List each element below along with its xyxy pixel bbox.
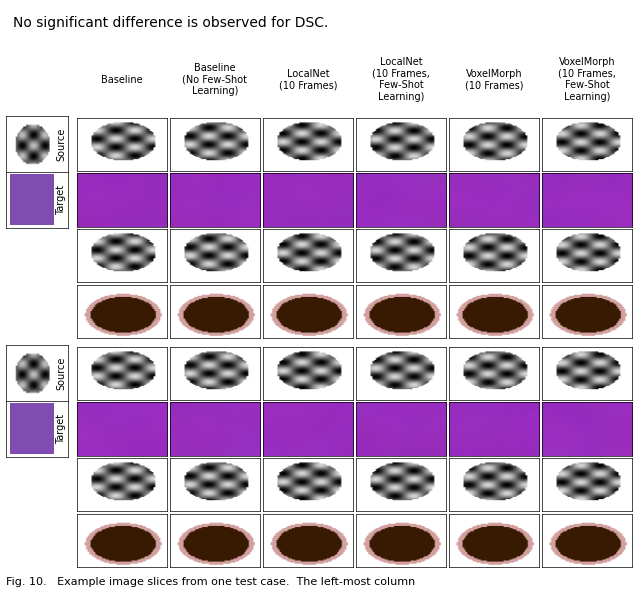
Text: LocalNet
(10 Frames): LocalNet (10 Frames)	[279, 69, 337, 90]
Text: VoxelMorph
(10 Frames): VoxelMorph (10 Frames)	[465, 69, 524, 90]
Text: Target: Target	[56, 185, 66, 215]
Text: Target: Target	[56, 414, 66, 444]
Text: Baseline: Baseline	[101, 75, 143, 84]
Text: No significant difference is observed for DSC.: No significant difference is observed fo…	[13, 16, 328, 30]
Text: Baseline
(No Few-Shot
Learning): Baseline (No Few-Shot Learning)	[182, 63, 248, 96]
Text: Source: Source	[56, 356, 66, 390]
Text: LocalNet
(10 Frames,
Few-Shot
Learning): LocalNet (10 Frames, Few-Shot Learning)	[372, 57, 430, 102]
Text: VoxelMorph
(10 Frames,
Few-Shot
Learning): VoxelMorph (10 Frames, Few-Shot Learning…	[558, 57, 616, 102]
Text: Fig. 10.   Example image slices from one test case.  The left-most column: Fig. 10. Example image slices from one t…	[6, 577, 415, 587]
Text: Source: Source	[56, 128, 66, 161]
